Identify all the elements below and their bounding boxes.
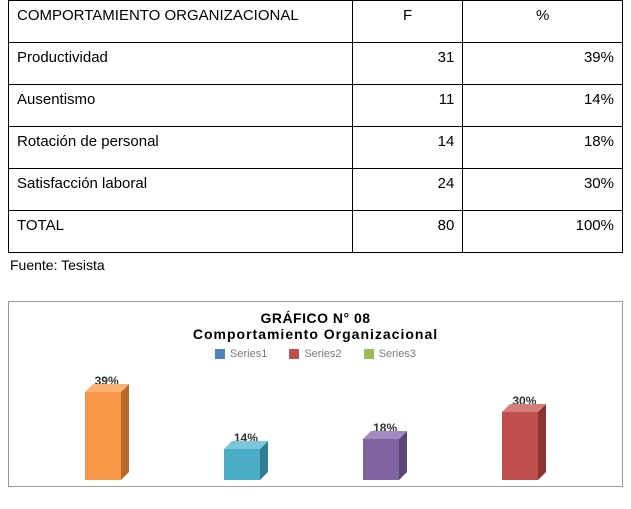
cell-label: Ausentismo <box>9 85 353 127</box>
table-row: Ausentismo1114% <box>9 85 623 127</box>
legend-item: Series1 <box>215 348 267 360</box>
chart-bars-area: 39% 14% 18% 30% <box>19 370 612 480</box>
chart-container: GRÁFICO N° 08 Comportamiento Organizacio… <box>8 301 623 487</box>
legend-item: Series2 <box>289 348 341 360</box>
cell-pct: 30% <box>463 169 623 211</box>
legend-item: Series3 <box>364 348 416 360</box>
bar-slot: 14% <box>216 431 276 480</box>
legend-swatch <box>215 349 225 359</box>
table-header-row: COMPORTAMIENTO ORGANIZACIONAL F % <box>9 1 623 43</box>
legend-swatch <box>289 349 299 359</box>
table-row: TOTAL80100% <box>9 211 623 253</box>
chart-title-1: GRÁFICO N° 08 <box>19 310 612 326</box>
legend-label: Series2 <box>304 348 341 360</box>
cell-f: 14 <box>352 127 463 169</box>
cell-f: 80 <box>352 211 463 253</box>
table-row: Satisfacción laboral2430% <box>9 169 623 211</box>
table-row: Rotación de personal1418% <box>9 127 623 169</box>
cell-label: TOTAL <box>9 211 353 253</box>
cell-label: Productividad <box>9 43 353 85</box>
legend-swatch <box>364 349 374 359</box>
th-pct: % <box>463 1 623 43</box>
cell-pct: 100% <box>463 211 623 253</box>
bar <box>85 392 129 480</box>
source-line: Fuente: Tesista <box>10 257 623 273</box>
cell-pct: 39% <box>463 43 623 85</box>
legend-label: Series1 <box>230 348 267 360</box>
chart-legend: Series1 Series2 Series3 <box>19 348 612 360</box>
cell-f: 11 <box>352 85 463 127</box>
legend-label: Series3 <box>379 348 416 360</box>
bar-slot: 18% <box>355 421 415 480</box>
bar <box>224 449 268 480</box>
bar-slot: 30% <box>494 394 554 480</box>
bar <box>502 412 546 480</box>
th-f: F <box>352 1 463 43</box>
cell-label: Satisfacción laboral <box>9 169 353 211</box>
chart-title-2: Comportamiento Organizacional <box>19 326 612 342</box>
cell-f: 24 <box>352 169 463 211</box>
bar <box>363 439 407 480</box>
bar-slot: 39% <box>77 374 137 480</box>
cell-label: Rotación de personal <box>9 127 353 169</box>
comportamiento-table: COMPORTAMIENTO ORGANIZACIONAL F % Produc… <box>8 0 623 253</box>
cell-pct: 14% <box>463 85 623 127</box>
table-row: Productividad3139% <box>9 43 623 85</box>
cell-pct: 18% <box>463 127 623 169</box>
th-label: COMPORTAMIENTO ORGANIZACIONAL <box>9 1 353 43</box>
cell-f: 31 <box>352 43 463 85</box>
